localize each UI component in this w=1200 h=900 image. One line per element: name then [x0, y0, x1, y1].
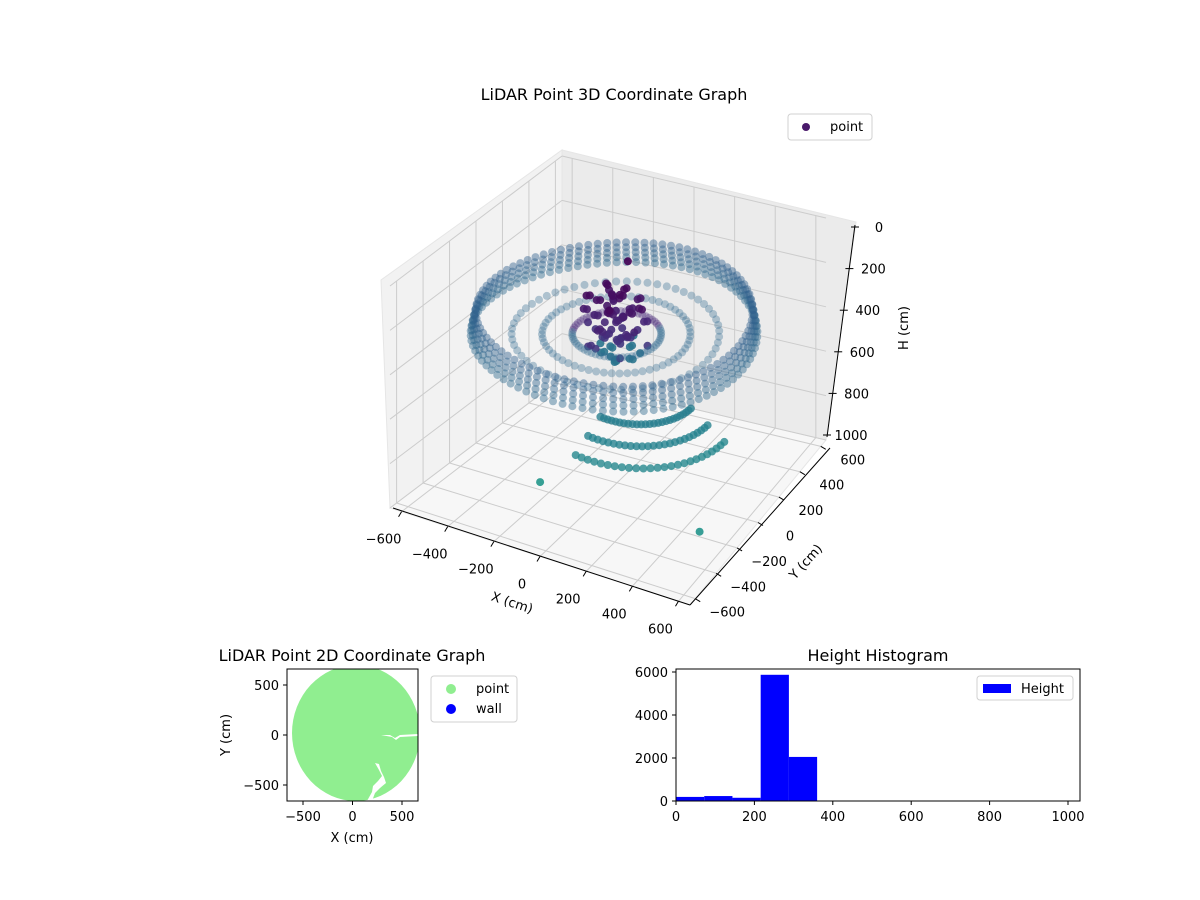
point-region [292, 669, 418, 801]
svg-text:6000: 6000 [635, 666, 668, 681]
x-axis-label-3d: X (cm) [489, 590, 535, 618]
legend-label-point: point [830, 120, 863, 135]
gap-south [367, 763, 386, 801]
grid-3d [389, 155, 827, 602]
svg-text:600: 600 [648, 622, 673, 637]
svg-text:0: 0 [348, 810, 356, 825]
point-cloud [466, 238, 762, 536]
svg-text:0: 0 [875, 221, 883, 236]
svg-text:500: 500 [254, 679, 279, 694]
legend-label-height: Height [1021, 682, 1064, 697]
plot-histogram: Height Histogram 0 200 400 600 800 1000 0 2000 4… [635, 646, 1085, 825]
histogram-bar [704, 796, 733, 801]
ticks-histogram: 0 200 400 600 800 1000 0 2000 4000 6000 [635, 666, 1085, 825]
legend-3d: point [787, 113, 873, 141]
svg-text:400: 400 [602, 607, 627, 622]
svg-text:400: 400 [819, 479, 844, 494]
svg-text:800: 800 [977, 810, 1002, 825]
z-axis-line [826, 224, 856, 438]
svg-text:600: 600 [840, 453, 865, 468]
gap-east [381, 734, 418, 740]
ticks-2d: −500 0 500 −500 0 500 [243, 679, 414, 825]
svg-text:−600: −600 [709, 606, 745, 621]
histogram-bar [732, 797, 761, 801]
x-axis-label-2d: X (cm) [331, 831, 374, 846]
svg-text:600: 600 [899, 810, 924, 825]
svg-text:400: 400 [820, 810, 845, 825]
svg-text:500: 500 [390, 810, 415, 825]
legend-histogram: Height [976, 675, 1074, 701]
svg-text:−200: −200 [458, 563, 494, 578]
histogram-bars [676, 674, 818, 801]
histogram-bar [760, 674, 789, 801]
legend-marker-point [802, 123, 810, 131]
svg-text:0: 0 [271, 729, 279, 744]
legend-2d: point wall [430, 675, 518, 723]
svg-text:1000: 1000 [834, 429, 867, 444]
svg-text:0: 0 [672, 810, 680, 825]
plot-2d-title: LiDAR Point 2D Coordinate Graph [219, 646, 486, 665]
plot-2d: LiDAR Point 2D Coordinate Graph −500 0 500… [219, 646, 518, 846]
svg-text:−500: −500 [285, 810, 321, 825]
svg-text:−600: −600 [366, 533, 402, 548]
legend-label-wall-2d: wall [476, 702, 502, 717]
y-axis-label-2d: Y (cm) [219, 714, 234, 757]
histogram-bar [788, 756, 818, 801]
y-axis-label-3d: Y (cm) [786, 542, 826, 584]
svg-text:−400: −400 [412, 548, 448, 563]
plot-3d-title: LiDAR Point 3D Coordinate Graph [481, 85, 748, 104]
svg-text:600: 600 [850, 346, 875, 361]
scatter-2d-area [292, 669, 418, 801]
svg-text:1000: 1000 [1051, 810, 1084, 825]
svg-text:0: 0 [786, 530, 794, 545]
histogram-title: Height Histogram [808, 646, 949, 665]
svg-text:0: 0 [518, 578, 526, 593]
svg-text:0: 0 [660, 795, 668, 810]
histogram-bar [676, 796, 705, 801]
legend-marker-point-2d [446, 684, 456, 694]
legend-swatch-height [983, 684, 1011, 693]
svg-text:−400: −400 [730, 580, 766, 595]
legend-marker-wall-2d [446, 704, 456, 714]
svg-text:−200: −200 [751, 555, 787, 570]
svg-text:2000: 2000 [635, 752, 668, 767]
svg-text:−500: −500 [243, 779, 279, 794]
svg-text:200: 200 [861, 263, 886, 278]
svg-text:200: 200 [742, 810, 767, 825]
z-axis-label-3d: H (cm) [897, 306, 912, 350]
svg-text:200: 200 [556, 592, 581, 607]
histogram-frame [675, 668, 1081, 802]
legend-label-point-2d: point [476, 682, 509, 697]
x-axis-line [392, 507, 691, 606]
y-axis-line [689, 447, 831, 606]
svg-text:400: 400 [855, 304, 880, 319]
svg-text:4000: 4000 [635, 709, 668, 724]
svg-text:800: 800 [844, 387, 869, 402]
svg-text:200: 200 [799, 504, 824, 519]
plot-3d: LiDAR Point 3D Coordinate Graph −600 −400… [366, 85, 912, 637]
ticks-3d: −600 −400 −200 0 200 400 600 −600 −400 −200 0 200 40… [366, 221, 886, 637]
